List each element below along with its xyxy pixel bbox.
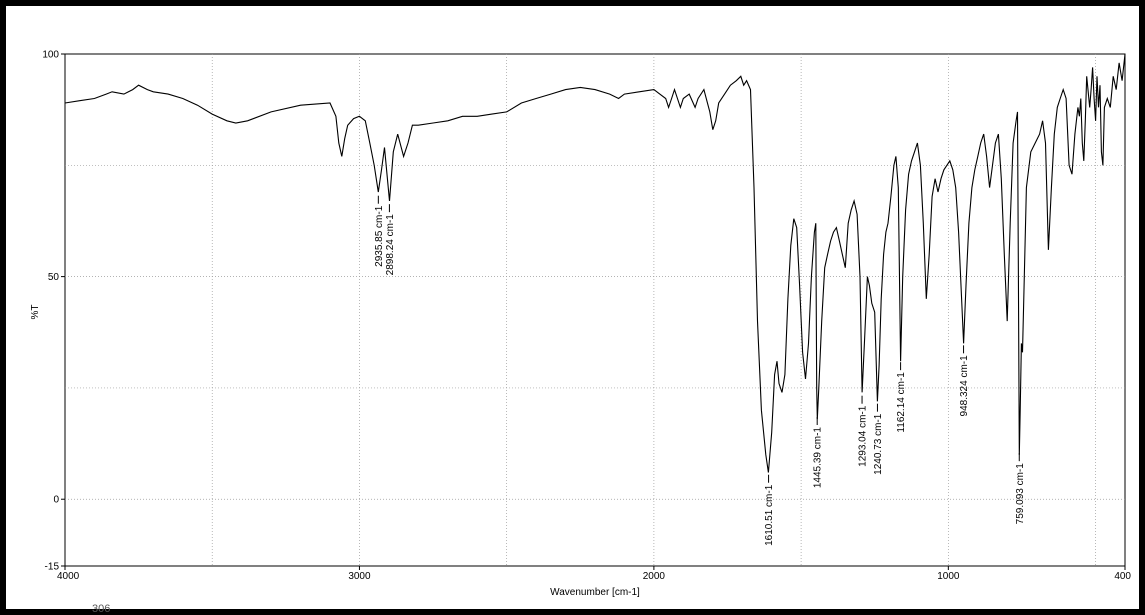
y-axis-label: %T xyxy=(30,305,41,320)
peak-label: 2898.24 cm-1 xyxy=(385,214,396,276)
x-tick-label: 3000 xyxy=(348,571,371,582)
y-tick-label: 50 xyxy=(48,272,60,283)
peak-label: 759.093 cm-1 xyxy=(1015,463,1026,525)
x-tick-label: 1000 xyxy=(937,571,960,582)
y-tick-label: 0 xyxy=(53,495,59,506)
peak-annotations: 2935.85 cm-1 2898.24 cm-1 1610.51 cm-1 1445… xyxy=(374,195,1026,546)
peak-label: 1240.73 cm-1 xyxy=(873,413,884,475)
peak-label: 1610.51 cm-1 xyxy=(764,484,775,546)
y-tick-label: 100 xyxy=(42,50,59,61)
axis-ticks: 4000 3000 2000 1000 400 100 50 0 -15 xyxy=(42,50,1131,583)
peak-label: 1445.39 cm-1 xyxy=(813,427,824,489)
plot-area xyxy=(64,53,1126,567)
spectrum-line xyxy=(64,53,1126,473)
footer-fragment: 306 xyxy=(92,603,111,615)
x-axis-label: Wavenumber [cm-1] xyxy=(550,587,640,598)
x-tick-label: 400 xyxy=(1114,571,1131,582)
x-tick-label: 2000 xyxy=(643,571,666,582)
y-tick-label: -15 xyxy=(45,562,60,573)
peak-label: 948.324 cm-1 xyxy=(959,355,970,417)
peak-label: 2935.85 cm-1 xyxy=(374,205,385,267)
x-tick-label: 4000 xyxy=(57,571,80,582)
peak-label: 1162.14 cm-1 xyxy=(896,372,907,433)
peak-label: 1293.04 cm-1 xyxy=(858,405,869,467)
grid-lines xyxy=(65,54,1125,566)
